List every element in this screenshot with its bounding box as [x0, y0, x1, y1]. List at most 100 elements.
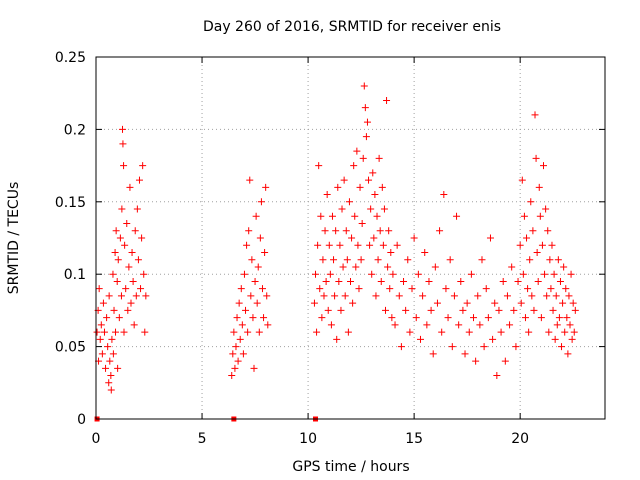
data-point	[369, 169, 377, 177]
data-point	[357, 256, 365, 264]
data-point	[116, 234, 124, 242]
data-point	[320, 292, 328, 300]
data-point	[118, 205, 126, 213]
data-point	[355, 285, 363, 293]
data-point	[377, 277, 385, 285]
data-point	[550, 270, 558, 278]
data-point	[97, 321, 105, 329]
data-point	[109, 350, 117, 358]
tick-labels: 0 5 10 15 20 0 0.05 0.1 0.15 0.2 0.25	[55, 50, 529, 447]
data-point	[139, 162, 147, 170]
data-point	[497, 328, 505, 336]
x-tick-label: 20	[511, 431, 529, 447]
data-point	[570, 328, 578, 336]
data-point	[467, 270, 475, 278]
data-point	[119, 125, 127, 133]
data-point	[537, 314, 545, 322]
data-point	[536, 212, 544, 220]
data-point	[105, 292, 113, 300]
data-point	[480, 343, 488, 351]
data-point	[529, 227, 537, 235]
data-point	[107, 372, 115, 380]
data-point	[347, 277, 354, 285]
data-point	[534, 277, 542, 285]
data-point	[135, 176, 143, 184]
x-tick-label: 5	[198, 431, 207, 447]
data-point	[345, 198, 353, 206]
data-point	[351, 212, 359, 220]
data-point	[334, 183, 342, 191]
data-point	[568, 335, 576, 343]
data-point	[395, 292, 403, 300]
data-point	[110, 306, 118, 314]
y-tick-label: 0.05	[55, 340, 86, 356]
data-point	[387, 248, 395, 256]
data-point	[549, 306, 557, 314]
data-point	[381, 306, 389, 314]
data-point	[127, 299, 135, 307]
data-point	[244, 328, 252, 336]
y-axis-title: SRMTID / TECUs	[6, 182, 22, 295]
data-point	[379, 241, 387, 249]
data-point	[325, 241, 333, 249]
data-point	[438, 328, 446, 336]
data-point	[389, 270, 397, 278]
data-point	[326, 270, 334, 278]
data-point	[336, 241, 344, 249]
data-point	[503, 292, 511, 300]
x-axis-title: GPS time / hours	[292, 459, 409, 475]
data-point	[234, 357, 242, 365]
data-point	[330, 256, 338, 264]
data-point	[402, 306, 410, 314]
y-tick-label: 0.15	[55, 195, 86, 211]
data-point	[114, 364, 122, 372]
data-point	[115, 314, 123, 322]
data-point	[457, 277, 465, 285]
data-point	[120, 328, 128, 336]
data-point	[470, 314, 478, 322]
y-tick-label: 0.1	[64, 267, 86, 283]
data-point	[256, 234, 264, 242]
data-point	[232, 343, 240, 351]
data-point	[368, 270, 376, 278]
data-point	[119, 140, 127, 148]
data-point	[323, 191, 331, 199]
data-point	[514, 277, 522, 285]
data-point	[385, 227, 393, 235]
data-point	[541, 270, 549, 278]
data-point	[237, 285, 245, 293]
data-point	[233, 314, 241, 322]
data-point	[551, 335, 559, 343]
data-point	[318, 314, 326, 322]
data-point	[383, 96, 391, 104]
data-point	[123, 220, 131, 228]
data-point	[324, 306, 332, 314]
data-point	[429, 350, 437, 358]
data-point	[538, 241, 546, 249]
data-point	[484, 314, 492, 322]
data-point	[137, 285, 145, 293]
data-point	[512, 343, 520, 351]
data-point	[361, 104, 369, 112]
data-point	[556, 277, 564, 285]
data-point	[410, 234, 418, 242]
data-point	[252, 212, 260, 220]
data-point	[264, 321, 272, 329]
data-point	[253, 299, 261, 307]
data-point	[524, 285, 532, 293]
data-point	[559, 299, 567, 307]
data-point	[247, 292, 255, 300]
data-point	[344, 328, 352, 336]
data-point	[102, 364, 110, 372]
data-point	[433, 299, 441, 307]
data-point	[367, 205, 375, 213]
data-point	[491, 299, 499, 307]
data-point	[354, 241, 362, 249]
data-point	[262, 183, 270, 191]
data-point	[495, 306, 503, 314]
data-point	[258, 285, 266, 293]
data-point	[105, 379, 113, 387]
data-point	[542, 205, 550, 213]
data-point	[558, 343, 566, 351]
data-point	[235, 299, 243, 307]
